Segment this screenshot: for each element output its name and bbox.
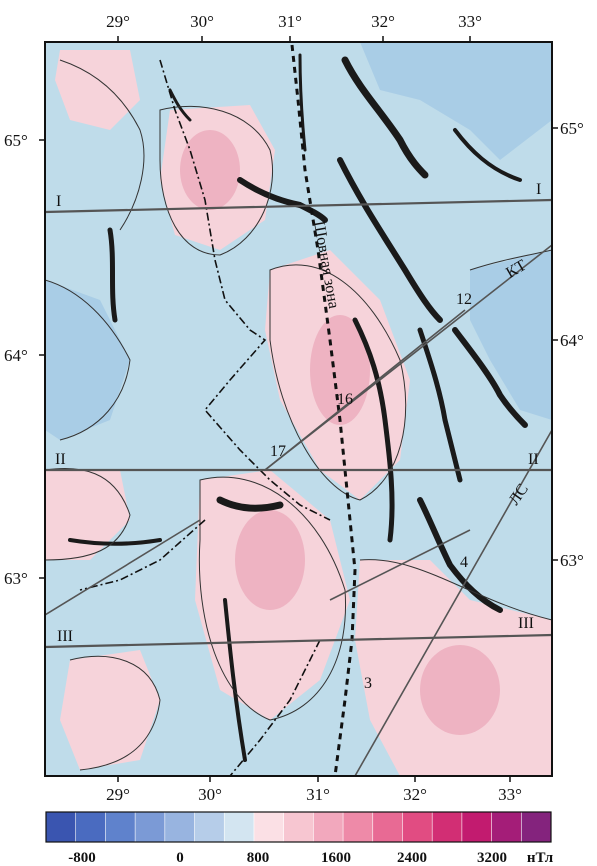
tectonic-boundary-south xyxy=(79,519,321,776)
profile-ii-right-label: II xyxy=(528,451,539,468)
legend-label-0: 0 xyxy=(176,850,184,866)
lat-label-right-64: 64° xyxy=(560,331,584,350)
profile-ii-left-label: II xyxy=(55,451,66,468)
legend-swatch xyxy=(253,811,285,843)
map-frame xyxy=(44,41,553,777)
lat-label-right-63: 63° xyxy=(560,551,584,570)
profile-iii-left-label: III xyxy=(57,628,73,645)
label-4: 4 xyxy=(460,554,468,571)
legend-label-1600: 1600 xyxy=(321,850,351,866)
legend-color-bar xyxy=(45,811,552,843)
lon-label-bottom-33: 33° xyxy=(498,785,522,804)
legend-swatch xyxy=(342,811,374,843)
positive-zone-nw xyxy=(55,50,140,130)
profile-i-left-label: I xyxy=(56,193,61,210)
legend-swatch xyxy=(105,811,136,843)
label-12: 12 xyxy=(456,291,472,308)
strong-anomaly-2 xyxy=(235,510,305,610)
legend-swatch xyxy=(520,811,552,843)
lon-label-bottom-31: 31° xyxy=(306,785,330,804)
suture-zone-boundary xyxy=(290,44,357,776)
map-area xyxy=(45,42,552,776)
lon-label-bottom-29: 29° xyxy=(106,785,130,804)
profile-iii-right-label: III xyxy=(518,615,534,632)
legend-swatch xyxy=(491,811,523,843)
legend-swatch xyxy=(461,811,493,843)
legend-swatch xyxy=(313,811,344,843)
tick-marks xyxy=(39,36,558,782)
lon-label-top-30: 30° xyxy=(190,12,214,31)
legend-label-2400: 2400 xyxy=(397,850,427,866)
legend-swatch xyxy=(431,811,463,843)
legend-swatch xyxy=(223,811,255,843)
lon-label-top-29: 29° xyxy=(106,12,130,31)
lon-label-bottom-30: 30° xyxy=(198,785,222,804)
legend-swatch xyxy=(164,811,196,843)
legend-swatch xyxy=(283,811,315,843)
lon-label-top-31: 31° xyxy=(278,12,302,31)
legend-swatch xyxy=(372,811,404,843)
negative-zone-west xyxy=(45,280,130,440)
lat-label-left-65: 65° xyxy=(4,131,28,150)
lon-label-bottom-32: 32° xyxy=(403,785,427,804)
label-16: 16 xyxy=(337,391,353,408)
thin-contours xyxy=(45,59,552,771)
lat-label-left-64: 64° xyxy=(4,346,28,365)
lon-label-top-32: 32° xyxy=(371,12,395,31)
label-3: 3 xyxy=(364,675,372,692)
strong-anomaly-1 xyxy=(180,130,240,210)
profile-lines xyxy=(45,198,552,649)
positive-zone-west xyxy=(45,470,130,560)
legend-bar-frame xyxy=(45,811,552,843)
legend-swatch xyxy=(402,811,433,843)
strong-anomaly-3 xyxy=(420,645,500,735)
legend-unit: нТл xyxy=(527,850,554,866)
lat-label-left-63: 63° xyxy=(4,569,28,588)
profile-i-right-label: I xyxy=(536,181,541,198)
legend-label-800: 800 xyxy=(247,850,270,866)
positive-zone-southwest xyxy=(60,650,160,770)
legend-swatch xyxy=(134,811,166,843)
legend-swatch xyxy=(45,811,77,843)
legend-swatch xyxy=(75,811,107,843)
label-17: 17 xyxy=(270,443,286,460)
lat-label-right-65: 65° xyxy=(560,119,584,138)
legend-swatch xyxy=(194,811,226,843)
tectonic-boundary-west xyxy=(159,59,331,521)
oblique-lines xyxy=(45,244,552,776)
negative-zone-ne xyxy=(360,42,552,160)
legend-label-neg800: -800 xyxy=(68,850,96,866)
lon-label-top-33: 33° xyxy=(458,12,482,31)
legend-label-3200: 3200 xyxy=(477,850,507,866)
